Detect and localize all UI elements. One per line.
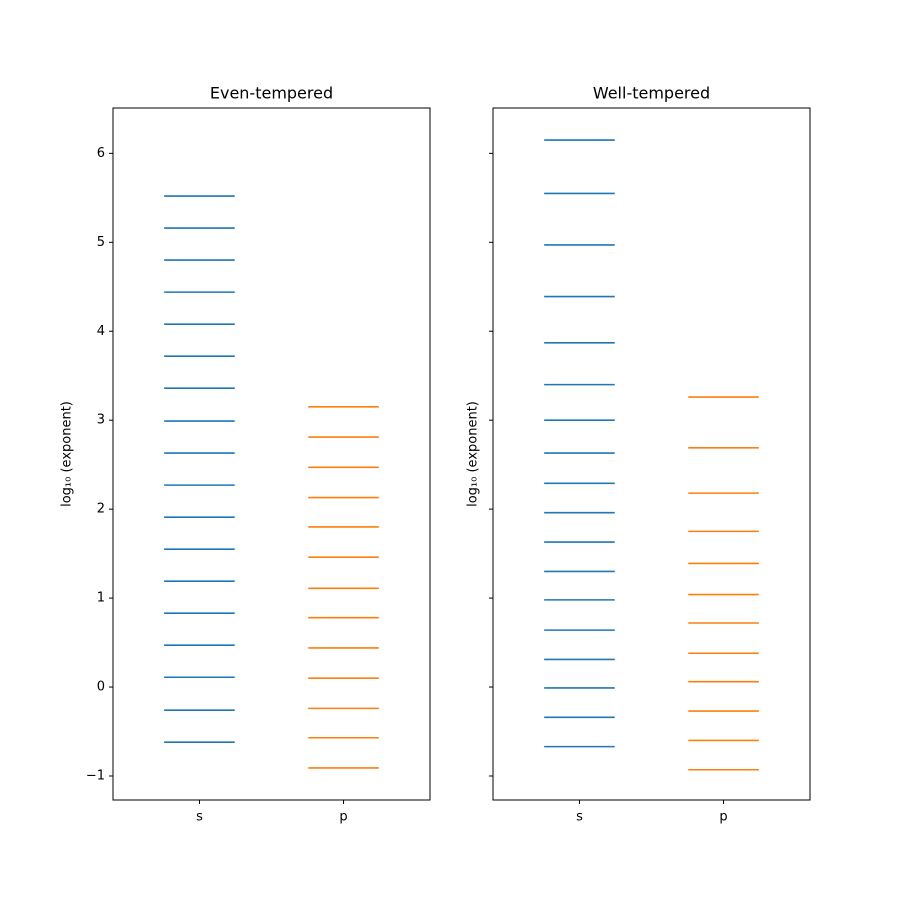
- y-axis-label: log₁₀ (exponent): [466, 401, 481, 507]
- y-tick-label: 1: [97, 591, 105, 606]
- axes-title: Even-tempered: [210, 84, 333, 103]
- y-axis-label: log₁₀ (exponent): [60, 401, 75, 507]
- x-tick-label: p: [339, 810, 347, 825]
- y-tick-label: 0: [97, 680, 105, 695]
- x-tick-label: p: [719, 810, 727, 825]
- axes-frame: [112, 107, 431, 801]
- y-tick-label: 2: [97, 502, 105, 517]
- y-tick-label: 5: [97, 235, 105, 250]
- y-tick-label: 4: [97, 324, 105, 339]
- y-tick-label: 3: [97, 413, 105, 428]
- y-tick-label: −1: [86, 768, 105, 783]
- x-tick-label: s: [576, 810, 583, 825]
- axes-title: Well-tempered: [593, 84, 710, 103]
- x-tick-label: s: [196, 810, 203, 825]
- axes-frame: [492, 107, 811, 801]
- y-tick-label: 6: [97, 146, 105, 161]
